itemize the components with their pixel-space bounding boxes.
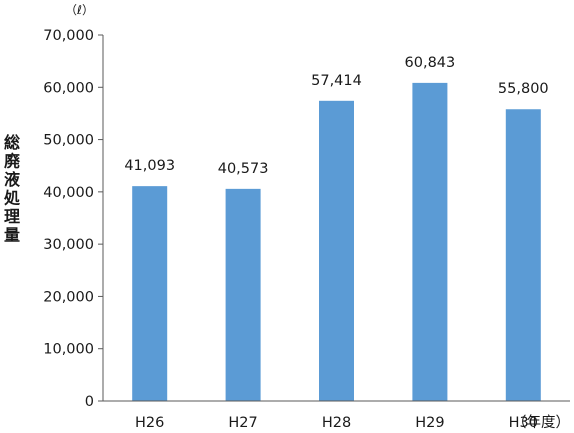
bars <box>132 82 541 402</box>
y-tick-label: 40,000 <box>43 185 94 201</box>
x-axis-unit: （年度） <box>512 414 570 431</box>
y-axis-title-char: 廃 <box>4 152 21 171</box>
y-tick-label: 10,000 <box>43 342 94 358</box>
y-axis-title-char: 理 <box>4 207 20 226</box>
y-tick-label: 20,000 <box>43 289 94 305</box>
data-label: 57,414 <box>311 73 362 89</box>
y-axis-title-char: 液 <box>4 170 21 189</box>
y-tick-label: 60,000 <box>43 80 94 96</box>
y-axis-unit: （ℓ） <box>65 3 94 17</box>
y-tick-label: 70,000 <box>43 28 94 44</box>
data-label: 55,800 <box>498 81 549 97</box>
x-tick-label: H29 <box>415 415 444 431</box>
y-axis-title-char: 処 <box>4 189 21 208</box>
bar-h26 <box>132 186 168 401</box>
data-label: 40,573 <box>218 161 269 177</box>
x-axis-ticks: H26 H27 H28 H29 H30 <box>135 415 538 431</box>
bar-h27 <box>225 188 261 401</box>
x-tick-label: H28 <box>322 415 351 431</box>
data-label: 41,093 <box>124 158 175 174</box>
y-tick-label: 50,000 <box>43 133 94 149</box>
data-label: 60,843 <box>405 55 456 71</box>
y-axis-title-char: 量 <box>4 226 20 245</box>
x-tick-label: H26 <box>135 415 164 431</box>
bar-h30 <box>505 109 541 401</box>
y-tick-label: 0 <box>85 394 94 410</box>
y-tick-label: 30,000 <box>43 237 94 253</box>
x-tick-label: H30 <box>509 415 538 431</box>
x-tick-label: H27 <box>228 415 257 431</box>
bar-h29 <box>412 82 448 402</box>
y-axis-ticks: 0 10,000 20,000 30,000 40,000 50,000 60,000 70,… <box>43 28 103 410</box>
data-labels: 41,093 40,573 57,414 60,843 55,800 <box>124 55 548 177</box>
y-axis-title-char: 総 <box>4 133 20 152</box>
bar-h28 <box>319 100 354 402</box>
